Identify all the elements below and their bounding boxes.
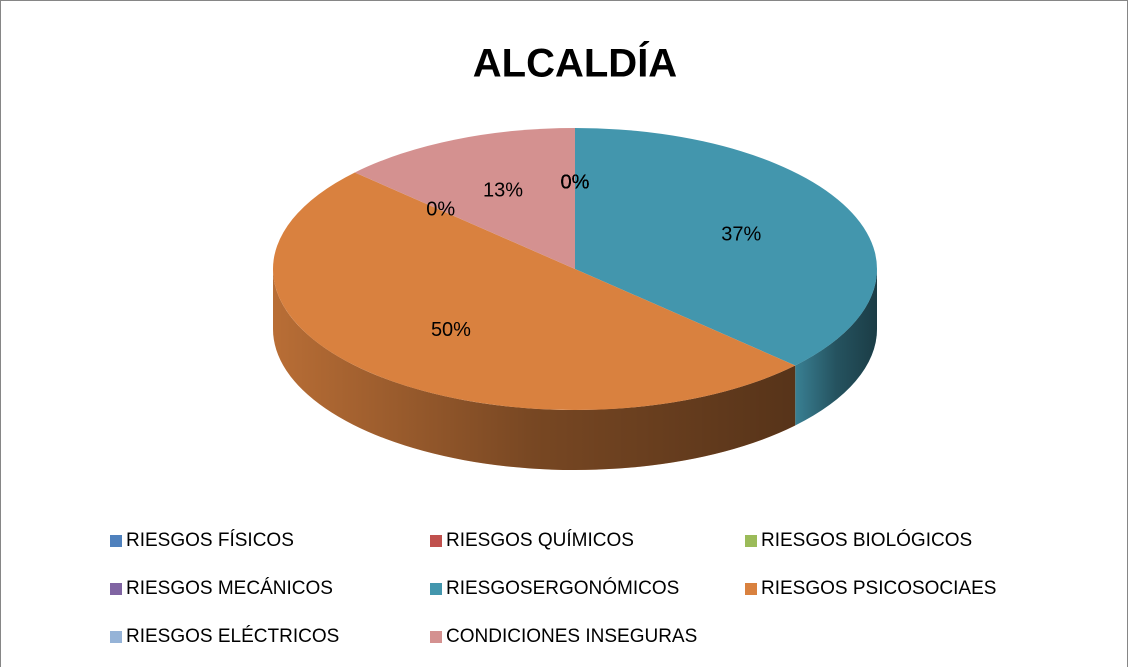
data-label: 0% [561, 171, 590, 193]
legend-label: RIESGOS FÍSICOS [126, 530, 294, 551]
chart-title: ALCALDÍA [473, 41, 677, 86]
legend-swatch [110, 631, 122, 643]
side-shade [795, 269, 877, 426]
legend-swatch [430, 631, 442, 643]
legend-swatch [430, 583, 442, 595]
legend-label: RIESGOS ELÉCTRICOS [126, 626, 339, 647]
data-label: 37% [721, 224, 761, 246]
data-label: 50% [431, 319, 471, 341]
legend-label: RIESGOS PSICOSOCIAES [761, 578, 996, 599]
legend-swatch [110, 535, 122, 547]
data-label: 13% [483, 180, 523, 202]
slice [272, 172, 796, 410]
legend-swatch [745, 535, 757, 547]
slice [575, 128, 877, 366]
legend-label: CONDICIONES INSEGURAS [446, 626, 697, 647]
data-label: 0% [561, 171, 590, 193]
legend-label: RIESGOS QUÍMICOS [446, 530, 634, 551]
data-label: 0% [561, 171, 590, 193]
legend-label: RIESGOSERGONÓMICOS [446, 577, 679, 599]
slice [354, 127, 575, 269]
legend-label: RIESGOS BIOLÓGICOS [761, 529, 972, 551]
side-shade [273, 269, 796, 470]
legend-swatch [745, 583, 757, 595]
data-label: 0% [426, 198, 455, 220]
legend-swatch [110, 583, 122, 595]
data-label: 0% [561, 171, 590, 193]
legend-label: RIESGOS MECÁNICOS [126, 578, 333, 599]
legend-swatch [430, 535, 442, 547]
